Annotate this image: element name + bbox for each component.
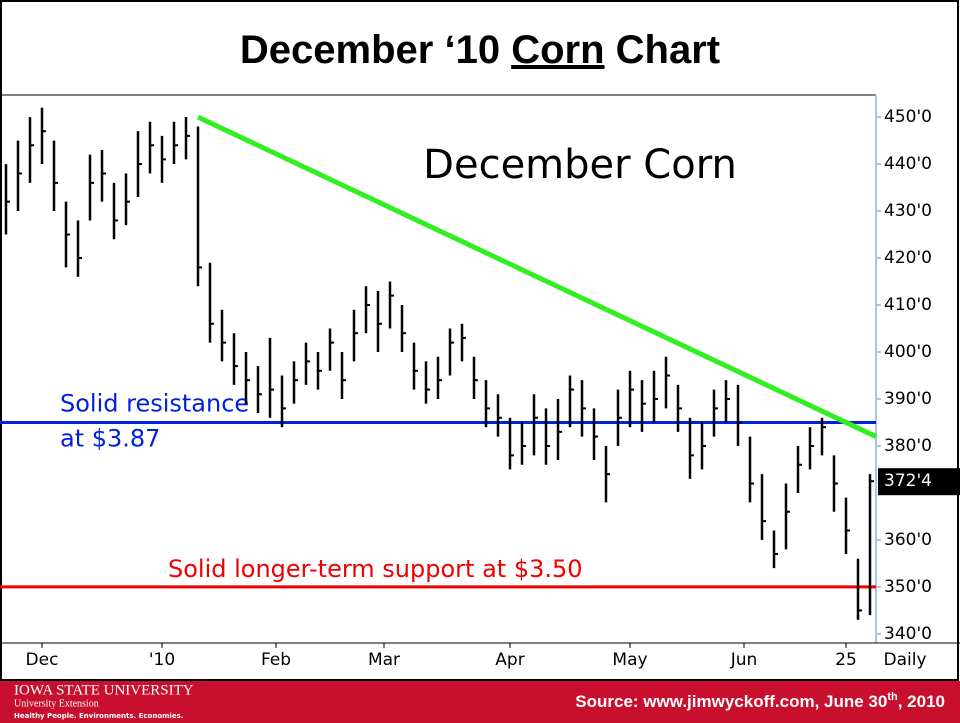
x-tick-label: Feb xyxy=(261,650,291,670)
x-tick-label: Jun xyxy=(730,650,758,670)
y-tick-label: 450'0 xyxy=(884,107,932,127)
y-tick-label: 390'0 xyxy=(884,389,932,409)
x-tick-label: May xyxy=(612,650,647,670)
title-part: Chart xyxy=(605,28,721,72)
marks: 340'0 350'0 360'0 380'0 390'0 400'0 410'0 420'0… xyxy=(0,107,960,670)
source-part: th xyxy=(887,691,898,703)
slide-border xyxy=(0,0,959,681)
source-part: , 2010 xyxy=(898,692,945,711)
chart-label: December Corn xyxy=(423,142,737,188)
y-tick-label: 440'0 xyxy=(884,154,932,174)
footer-university: Iowa State University xyxy=(14,682,194,698)
y-tick-label: 350'0 xyxy=(884,577,932,597)
y-tick-label: 340'0 xyxy=(884,624,932,644)
footer-extension: University Extension xyxy=(14,698,99,709)
level-label: at $3.87 xyxy=(60,424,160,452)
footer-tagline: Healthy People. Environments. Economies. xyxy=(14,712,183,720)
title-part: December ‘10 xyxy=(240,28,511,72)
level-label: Solid longer-term support at $3.50 xyxy=(168,555,583,583)
y-tick-label: 420'0 xyxy=(884,248,932,268)
level-label: Solid resistance xyxy=(60,389,249,417)
y-tick-label: 380'0 xyxy=(884,436,932,456)
y-tick-label: 410'0 xyxy=(884,295,932,315)
x-tick-label: Apr xyxy=(495,650,524,670)
x-tick-label: 25 xyxy=(835,650,857,670)
last-price-label: 372'4 xyxy=(884,471,932,491)
y-tick-label: 400'0 xyxy=(884,342,932,362)
title-part: Corn xyxy=(511,28,604,72)
last-price-box xyxy=(878,468,960,496)
slide-title: December ‘10 Corn Chart xyxy=(240,28,720,72)
x-axis-label: Daily xyxy=(883,650,926,670)
source-part: Source: www.jimwyckoff.com, June 30 xyxy=(575,692,887,711)
x-tick-label: '10 xyxy=(149,650,175,670)
footer-band xyxy=(0,681,960,723)
y-tick-label: 430'0 xyxy=(884,201,932,221)
x-tick-label: Dec xyxy=(26,650,59,670)
x-tick-label: Mar xyxy=(368,650,400,670)
footer-source: Source: www.jimwyckoff.com, June 30th, 2… xyxy=(575,691,945,712)
y-tick-label: 360'0 xyxy=(884,530,932,550)
trendline xyxy=(196,114,878,439)
